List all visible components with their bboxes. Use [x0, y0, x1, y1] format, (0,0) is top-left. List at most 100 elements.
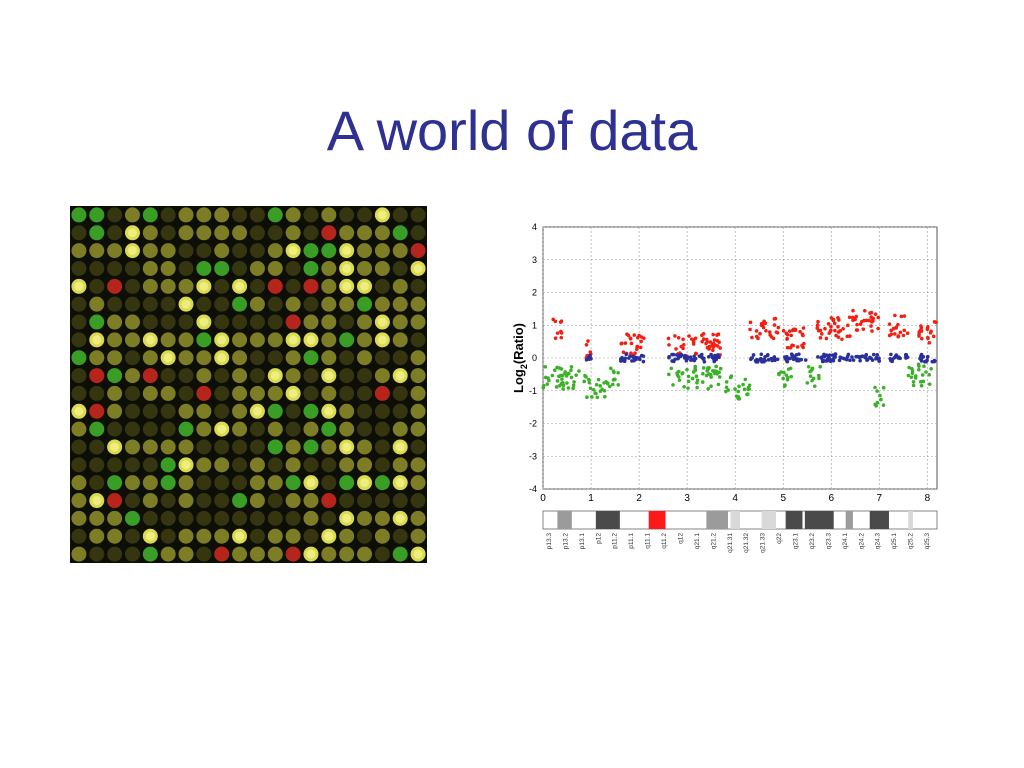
data-point: [566, 386, 571, 390]
data-point: [736, 395, 741, 399]
data-point: [927, 382, 932, 386]
ideogram-band: [557, 511, 572, 529]
microarray-spot: [214, 546, 230, 562]
data-point: [616, 382, 621, 387]
band-label: q21.31: [727, 533, 734, 553]
microarray-spot: [107, 278, 123, 294]
microarray-spot: [357, 350, 373, 366]
microarray-spot-highlight: [199, 281, 209, 291]
data-point: [695, 385, 699, 390]
y-tick-label: -2: [529, 419, 537, 429]
data-point: [772, 323, 777, 327]
data-point: [836, 324, 840, 329]
data-point: [633, 351, 637, 355]
data-point: [904, 356, 908, 360]
microarray-spot: [410, 207, 426, 223]
microarray-spot: [303, 314, 319, 330]
data-point: [704, 341, 708, 346]
microarray-spot: [357, 403, 373, 419]
microarray-spot: [214, 385, 230, 401]
data-point: [563, 370, 567, 374]
data-point: [917, 367, 921, 372]
data-point: [724, 385, 729, 390]
data-point: [681, 346, 685, 351]
microarray-spot: [71, 421, 87, 437]
data-point: [686, 379, 691, 384]
microarray-spot-highlight: [306, 478, 316, 488]
microarray-spot: [285, 368, 301, 384]
data-point: [902, 314, 907, 318]
microarray-spot: [374, 510, 390, 526]
data-point: [851, 308, 855, 313]
microarray-spot: [249, 457, 265, 473]
microarray-spot: [392, 546, 408, 562]
microarray-spot: [249, 314, 265, 330]
x-tick-label: 7: [877, 493, 883, 504]
microarray-spot: [71, 475, 87, 491]
data-point: [712, 359, 717, 364]
data-point: [783, 383, 787, 387]
data-point: [876, 326, 880, 331]
microarray-spot: [178, 225, 194, 241]
microarray-spot: [196, 225, 212, 241]
data-point: [641, 359, 646, 364]
microarray-spot-highlight: [128, 246, 137, 256]
microarray-spot: [392, 385, 408, 401]
microarray-spot: [267, 475, 283, 491]
data-point: [697, 354, 702, 358]
microarray-spot-highlight: [252, 406, 262, 416]
microarray-spot: [321, 421, 337, 437]
data-point: [772, 317, 777, 321]
data-point: [922, 364, 926, 369]
data-point: [803, 358, 808, 362]
ideogram-band: [869, 511, 889, 529]
data-point: [806, 364, 811, 369]
data-point: [594, 391, 598, 396]
data-point: [893, 332, 897, 336]
data-point: [837, 358, 842, 363]
microarray-spot-highlight: [377, 335, 387, 345]
y-tick-label: 1: [532, 320, 537, 330]
data-point: [838, 355, 843, 359]
microarray-spot: [214, 368, 230, 384]
data-point: [845, 334, 850, 339]
data-point: [715, 333, 719, 337]
data-point: [716, 382, 721, 387]
microarray-spot: [357, 546, 373, 562]
microarray-spot: [267, 493, 283, 509]
data-point: [782, 370, 786, 375]
microarray-spot: [71, 385, 87, 401]
microarray-spot-highlight: [395, 371, 405, 381]
microarray-spot: [249, 350, 265, 366]
microarray-spot: [142, 243, 158, 259]
data-point: [845, 354, 850, 359]
microarray-spot-highlight: [324, 371, 334, 381]
data-point: [639, 339, 643, 344]
microarray-spot: [392, 457, 408, 473]
microarray-spot: [357, 314, 373, 330]
data-point: [786, 375, 790, 380]
band-label: q23.1: [793, 533, 800, 550]
microarray-spot: [249, 510, 265, 526]
microarray-spot: [160, 546, 176, 562]
microarray-spot: [339, 296, 355, 312]
data-point: [560, 377, 564, 381]
microarray-spot: [339, 385, 355, 401]
microarray-spot: [357, 439, 373, 455]
microarray-spot: [321, 350, 337, 366]
microarray-spot: [374, 528, 390, 544]
microarray-spot: [214, 457, 230, 473]
band-label: q11.2: [661, 533, 668, 549]
microarray-spot: [124, 475, 140, 491]
microarray-spot: [124, 421, 140, 437]
data-point: [840, 337, 844, 342]
y-tick-label: -1: [529, 386, 537, 396]
data-point: [712, 338, 717, 342]
data-point: [874, 356, 878, 361]
microarray-spot: [160, 475, 176, 491]
microarray-spot: [285, 207, 301, 223]
microarray-spot: [339, 528, 355, 544]
data-point: [795, 345, 800, 349]
microarray-spot: [160, 278, 176, 294]
microarray-spot-highlight: [413, 549, 423, 559]
